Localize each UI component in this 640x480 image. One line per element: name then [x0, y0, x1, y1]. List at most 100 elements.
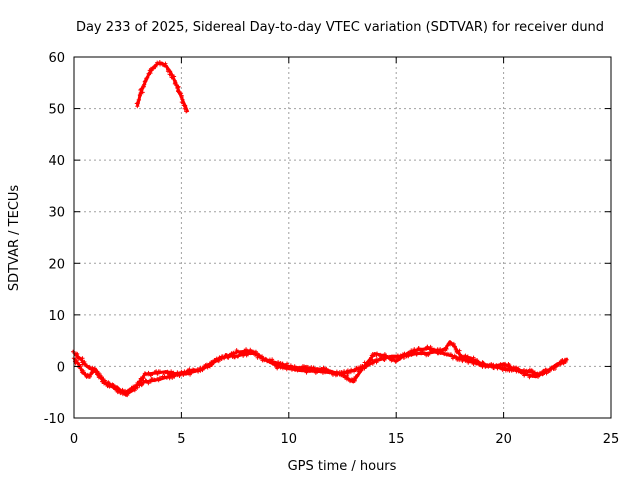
data-point [467, 358, 472, 363]
x-tick-label: 15 [388, 432, 405, 447]
data-point [96, 373, 101, 378]
data-point [320, 368, 325, 373]
data-point [148, 379, 153, 384]
data-point [531, 372, 536, 377]
data-point [198, 368, 203, 373]
data-point [525, 371, 530, 376]
data-point [535, 371, 540, 376]
y-tick-label: 10 [48, 309, 65, 324]
data-point [143, 79, 148, 84]
data-point [276, 360, 281, 365]
data-point [342, 375, 347, 380]
data-point [78, 366, 83, 371]
data-point [139, 87, 144, 92]
data-point [144, 378, 149, 383]
data-point [99, 375, 104, 380]
data-point [158, 376, 163, 381]
data-point [457, 348, 462, 353]
data-point [452, 344, 457, 349]
data-point [320, 370, 325, 375]
data-point [345, 368, 350, 373]
data-point [533, 373, 538, 378]
data-point [111, 382, 116, 387]
data-point [234, 348, 239, 353]
data-point [416, 346, 421, 351]
data-point [330, 369, 335, 374]
data-point [512, 365, 517, 370]
data-point [244, 347, 249, 352]
data-point [349, 377, 354, 382]
data-point [231, 351, 236, 356]
grid-lines [74, 57, 611, 418]
data-point [141, 84, 146, 89]
data-point [420, 348, 425, 353]
x-tick-label: 0 [70, 432, 78, 447]
x-tick-label: 25 [603, 432, 620, 447]
data-point [204, 362, 209, 367]
data-point [355, 372, 360, 377]
y-tick-label: 50 [48, 103, 65, 118]
data-point [179, 94, 184, 99]
data-point [291, 365, 296, 370]
data-point [558, 362, 563, 367]
data-point [168, 69, 173, 74]
data-point [507, 363, 512, 368]
data-point [148, 71, 153, 76]
data-point [148, 372, 153, 377]
data-point [520, 369, 525, 374]
data-point [401, 356, 406, 361]
data-point [136, 97, 141, 102]
plot-frame [73, 56, 612, 419]
data-point [450, 356, 455, 361]
series-line [135, 61, 190, 113]
data-point [84, 363, 89, 368]
data-point [465, 354, 470, 359]
data-point [444, 345, 449, 350]
data-point [112, 386, 117, 391]
data-point [369, 355, 374, 360]
data-point [219, 354, 224, 359]
data-point [431, 347, 436, 352]
data-point [518, 369, 523, 374]
data-point [372, 358, 377, 363]
data-point [359, 367, 364, 372]
x-tick-label: 10 [281, 432, 298, 447]
data-point [448, 342, 453, 347]
data-point [211, 359, 216, 364]
y-tick-label: 60 [48, 51, 65, 66]
data-point [295, 368, 300, 373]
data-point [275, 366, 280, 371]
data-point [454, 349, 459, 354]
data-point [425, 352, 430, 357]
data-point [335, 372, 340, 377]
data-point [195, 367, 200, 372]
data-point [169, 369, 174, 374]
data-point [485, 363, 490, 368]
data-point [564, 357, 569, 362]
data-point [139, 378, 144, 383]
data-point [471, 362, 476, 367]
data-point [145, 75, 150, 80]
data-point [82, 359, 87, 364]
data-point [225, 355, 230, 360]
data-point [150, 371, 155, 376]
data-point [138, 381, 143, 386]
data-series [71, 60, 569, 398]
chart-title: Day 233 of 2025, Sidereal Day-to-day VTE… [76, 20, 604, 35]
x-tick-label: 5 [177, 432, 185, 447]
data-point [265, 359, 270, 364]
data-point [183, 104, 188, 109]
data-point [515, 366, 520, 371]
data-point [524, 368, 529, 373]
data-point [496, 364, 501, 369]
data-point [337, 369, 342, 374]
data-point [398, 356, 403, 361]
data-point [184, 109, 189, 114]
data-point [180, 97, 185, 102]
data-point [532, 370, 537, 375]
y-tick-label: 20 [48, 257, 65, 272]
y-tick-label: -10 [44, 412, 65, 427]
data-point [217, 355, 222, 360]
data-point [256, 352, 261, 357]
data-point [278, 365, 283, 370]
